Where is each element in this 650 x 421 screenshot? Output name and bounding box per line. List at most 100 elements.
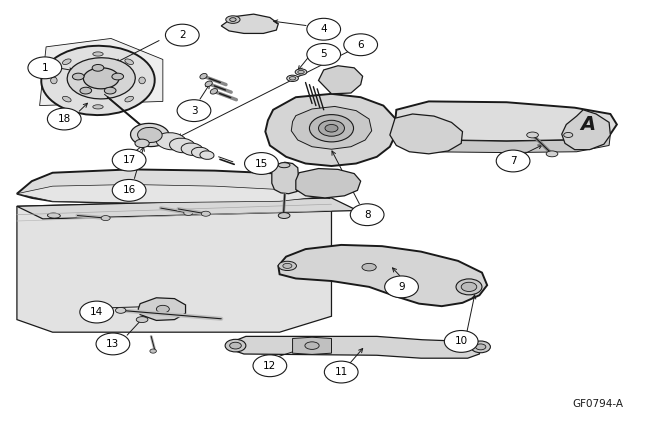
Circle shape	[445, 330, 478, 352]
Ellipse shape	[116, 307, 126, 313]
Ellipse shape	[278, 261, 296, 271]
Ellipse shape	[205, 81, 213, 87]
Ellipse shape	[135, 139, 150, 147]
Polygon shape	[272, 162, 299, 194]
Ellipse shape	[564, 133, 573, 138]
Ellipse shape	[125, 96, 133, 102]
Ellipse shape	[456, 279, 482, 295]
Ellipse shape	[92, 64, 104, 71]
Ellipse shape	[200, 74, 207, 79]
Ellipse shape	[67, 58, 135, 99]
Ellipse shape	[80, 87, 92, 94]
Polygon shape	[17, 198, 331, 332]
Ellipse shape	[181, 143, 203, 155]
Polygon shape	[17, 184, 330, 203]
Polygon shape	[390, 114, 463, 154]
Ellipse shape	[105, 87, 116, 94]
Ellipse shape	[170, 138, 195, 153]
Ellipse shape	[150, 349, 157, 353]
Polygon shape	[235, 336, 480, 358]
Circle shape	[307, 43, 341, 65]
Ellipse shape	[131, 123, 169, 147]
Circle shape	[166, 24, 199, 46]
Polygon shape	[138, 298, 185, 320]
Circle shape	[253, 355, 287, 377]
Ellipse shape	[229, 18, 236, 21]
Text: 6: 6	[358, 40, 364, 50]
Ellipse shape	[47, 213, 60, 218]
Ellipse shape	[156, 133, 187, 150]
Ellipse shape	[283, 264, 292, 269]
Ellipse shape	[93, 105, 103, 109]
Ellipse shape	[225, 339, 246, 352]
Text: 1: 1	[42, 63, 48, 73]
Ellipse shape	[184, 210, 193, 216]
Ellipse shape	[471, 341, 490, 353]
Ellipse shape	[41, 46, 155, 115]
Text: 13: 13	[107, 339, 120, 349]
Ellipse shape	[210, 88, 218, 94]
Text: 14: 14	[90, 307, 103, 317]
Ellipse shape	[546, 151, 558, 157]
Text: 12: 12	[263, 361, 276, 371]
Text: 16: 16	[122, 185, 136, 195]
Text: 17: 17	[122, 155, 136, 165]
Circle shape	[177, 100, 211, 122]
Ellipse shape	[476, 344, 486, 350]
Polygon shape	[318, 66, 363, 94]
Ellipse shape	[72, 73, 84, 80]
Polygon shape	[398, 134, 610, 152]
Circle shape	[496, 150, 530, 172]
Ellipse shape	[318, 120, 344, 136]
Text: 5: 5	[320, 49, 327, 59]
Ellipse shape	[62, 59, 71, 64]
Text: 7: 7	[510, 156, 516, 166]
Ellipse shape	[325, 125, 338, 132]
Text: 15: 15	[255, 158, 268, 168]
Polygon shape	[562, 110, 610, 149]
Ellipse shape	[289, 77, 296, 80]
Text: 10: 10	[454, 336, 468, 346]
Ellipse shape	[462, 282, 476, 291]
Circle shape	[244, 152, 278, 174]
Ellipse shape	[278, 213, 290, 218]
Circle shape	[96, 333, 130, 355]
Circle shape	[324, 361, 358, 383]
Ellipse shape	[125, 59, 133, 64]
Polygon shape	[278, 245, 487, 306]
Ellipse shape	[202, 211, 211, 216]
Polygon shape	[221, 14, 278, 33]
Ellipse shape	[101, 216, 110, 221]
Polygon shape	[265, 94, 396, 166]
Ellipse shape	[62, 96, 71, 102]
Circle shape	[47, 108, 81, 130]
Text: 18: 18	[58, 114, 71, 124]
Ellipse shape	[83, 68, 119, 89]
Polygon shape	[17, 169, 331, 204]
Ellipse shape	[136, 317, 148, 322]
Ellipse shape	[112, 73, 124, 80]
Circle shape	[350, 204, 384, 226]
Text: 11: 11	[335, 367, 348, 377]
Ellipse shape	[157, 305, 170, 313]
Circle shape	[112, 149, 146, 171]
Circle shape	[307, 19, 341, 40]
Ellipse shape	[226, 16, 240, 23]
Text: 3: 3	[190, 106, 198, 116]
Ellipse shape	[295, 69, 307, 75]
Ellipse shape	[298, 70, 304, 74]
Polygon shape	[17, 198, 358, 219]
Ellipse shape	[139, 77, 146, 84]
Text: GF0794-A: GF0794-A	[573, 399, 623, 408]
Ellipse shape	[309, 115, 354, 142]
Ellipse shape	[278, 163, 290, 168]
Ellipse shape	[362, 264, 376, 271]
Text: 8: 8	[364, 210, 370, 220]
Text: 2: 2	[179, 30, 186, 40]
Circle shape	[385, 276, 419, 298]
Ellipse shape	[192, 147, 209, 158]
Polygon shape	[291, 107, 372, 149]
Ellipse shape	[305, 342, 319, 349]
Polygon shape	[40, 38, 163, 106]
Polygon shape	[292, 337, 332, 354]
